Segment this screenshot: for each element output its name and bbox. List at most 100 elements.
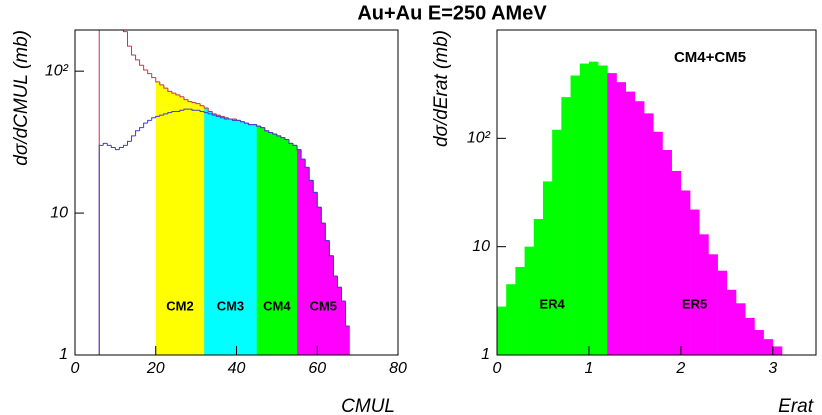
histogram-step <box>163 84 168 89</box>
histogram-step <box>171 91 176 94</box>
region-bin <box>276 135 282 355</box>
histogram-step <box>304 159 310 168</box>
histogram-step <box>215 113 221 116</box>
histogram-step <box>155 77 160 83</box>
histogram-step <box>215 115 221 117</box>
region-bin <box>680 190 691 355</box>
histogram-step <box>114 147 120 151</box>
chart-title: CM4+CM5 <box>674 49 746 66</box>
histogram-step <box>102 142 108 146</box>
y-axis-label: dσ/dErat (mb) <box>431 30 452 147</box>
region-bin <box>570 75 581 355</box>
region-bin <box>200 105 205 355</box>
histogram-step <box>219 115 225 117</box>
histogram-step <box>288 139 294 144</box>
histogram-step <box>126 31 132 47</box>
region-bin <box>616 82 627 355</box>
histogram-step <box>268 130 273 133</box>
histogram-step <box>244 121 249 124</box>
region-bin <box>175 94 181 355</box>
region-bin <box>236 120 241 355</box>
histogram-step <box>139 127 144 131</box>
region-bin <box>280 137 286 355</box>
region-bin <box>179 96 185 355</box>
histogram-step <box>151 117 156 121</box>
region-bin <box>726 289 737 355</box>
y-tick-label: 1 <box>481 346 490 363</box>
region-bin <box>341 301 346 355</box>
histogram-step <box>328 240 334 257</box>
histogram-step <box>324 223 330 242</box>
histogram-step <box>143 122 148 128</box>
histogram-step <box>171 110 176 113</box>
x-tick-label: 80 <box>389 360 407 377</box>
region-bin <box>171 93 177 355</box>
y-tick-label: 10² <box>45 62 69 79</box>
histogram-step <box>207 108 213 112</box>
x-tick-label: 1 <box>584 360 593 377</box>
histogram-step <box>336 276 342 288</box>
histogram-step <box>147 69 152 75</box>
region-bin <box>579 63 590 355</box>
histogram-step <box>131 135 136 142</box>
histogram-step <box>284 137 289 140</box>
x-axis-label: CMUL <box>341 396 395 415</box>
region-bin <box>301 159 306 355</box>
region-bin <box>515 266 525 355</box>
histogram-step <box>115 0 119 8</box>
region-bin <box>305 167 310 355</box>
histogram-step <box>199 103 205 107</box>
plot-area <box>98 0 350 355</box>
region-bin <box>264 130 270 355</box>
histogram-step <box>336 276 342 288</box>
histogram-step <box>122 144 128 148</box>
histogram-step <box>231 119 237 121</box>
x-tick-label: 0 <box>71 360 80 377</box>
histogram-step <box>345 301 350 327</box>
histogram-step <box>211 111 217 115</box>
region-bin <box>634 101 645 355</box>
histogram-step <box>219 116 225 119</box>
y-tick-label: 1 <box>59 346 68 363</box>
histogram-step <box>191 109 197 111</box>
region-bin <box>653 131 663 355</box>
region-bin <box>671 170 682 355</box>
histogram-step <box>296 145 302 151</box>
histogram-step <box>135 54 140 61</box>
histogram-step <box>288 139 294 144</box>
region-bin <box>288 143 294 355</box>
region-bin <box>524 246 535 355</box>
region-bin <box>163 88 169 355</box>
region-bin <box>772 346 783 355</box>
region-bin <box>244 123 249 355</box>
y-tick-label: 10 <box>50 204 68 221</box>
histogram-step <box>163 113 168 116</box>
region-bin <box>333 276 338 355</box>
histogram-step <box>203 105 209 109</box>
region-label: CM2 <box>166 298 193 313</box>
region-bin <box>337 287 342 355</box>
histogram-step <box>183 96 189 101</box>
histogram-step <box>300 149 306 160</box>
x-tick-label: 40 <box>228 360 246 377</box>
region-bin <box>297 149 302 355</box>
histogram-step <box>147 119 152 124</box>
histogram-step <box>223 116 229 119</box>
region-bin <box>228 119 233 355</box>
histogram-step <box>126 140 132 146</box>
region-bin <box>167 91 173 355</box>
region-bin <box>252 124 257 355</box>
histogram-step <box>139 59 144 66</box>
histogram-step <box>264 127 269 132</box>
y-axis-label: dσ/dCMUL (mb) <box>11 30 32 166</box>
histogram-step <box>98 30 100 355</box>
histogram-step <box>256 124 261 127</box>
region-bin <box>561 97 571 355</box>
region-bin <box>588 61 599 355</box>
histogram-step <box>300 149 306 160</box>
histogram-step <box>332 255 338 277</box>
region-bin <box>268 132 274 355</box>
region-bin <box>763 339 774 355</box>
histogram-step <box>324 223 330 242</box>
